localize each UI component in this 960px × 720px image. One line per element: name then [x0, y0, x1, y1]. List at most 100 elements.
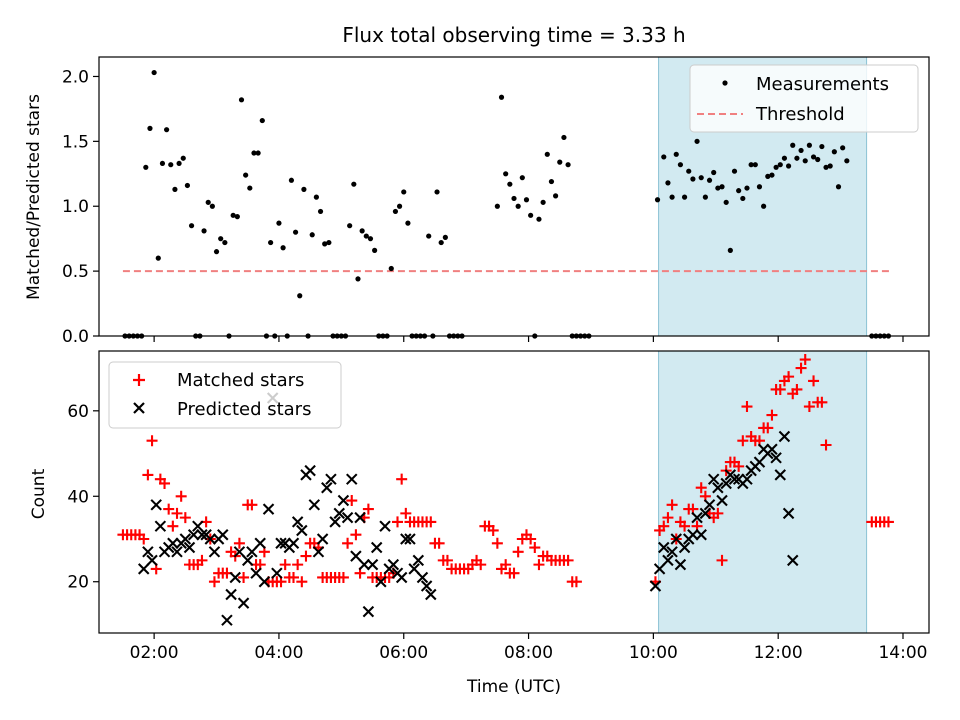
matched-star-point: [762, 422, 774, 434]
predicted-star-point: [291, 516, 304, 528]
measurement-point: [255, 150, 261, 156]
predicted-star-point: [375, 575, 387, 588]
measurement-point: [748, 162, 754, 168]
measurement-point: [511, 195, 517, 202]
matched-star-point: [658, 520, 670, 532]
predicted-star-point: [179, 533, 192, 545]
measurement-point: [715, 185, 721, 191]
matched-star-point: [346, 495, 358, 507]
matched-star-point: [529, 542, 541, 554]
measurement-point: [251, 150, 257, 156]
predicted-star-point: [167, 537, 179, 550]
predicted-star-point: [187, 528, 200, 541]
matched-star-point: [362, 503, 374, 515]
predicted-star-point: [354, 511, 366, 524]
predicted-star-point: [237, 597, 250, 609]
predicted-star-point: [653, 563, 666, 575]
predicted-star-point: [670, 533, 682, 545]
predicted-star-point: [337, 494, 350, 507]
measurement-point: [159, 160, 166, 167]
matched-star-point: [525, 533, 537, 545]
measurement-point: [351, 181, 357, 187]
predicted-star-point: [208, 546, 221, 558]
measurement-point: [536, 216, 542, 222]
measurement-point: [744, 185, 750, 191]
bottom-x-axis-ticks: 02:00 04:00 06:00 08:00 10:00 12:00 14:00: [130, 633, 927, 663]
measurement-point: [661, 154, 667, 160]
predicted-star-point: [150, 499, 162, 511]
predicted-star-point: [254, 537, 266, 550]
measurement-point: [355, 276, 361, 282]
matched-star-point: [292, 559, 304, 571]
matched-star-point: [508, 567, 520, 579]
matched-star-point: [882, 516, 894, 528]
predicted-star-point: [699, 507, 712, 520]
bottom-legend-box: [108, 361, 342, 429]
measurement-point: [434, 189, 440, 195]
measurement-point: [401, 189, 407, 195]
measurement-point: [494, 203, 500, 209]
predicted-star-point: [712, 481, 724, 494]
matched-star-point: [716, 554, 728, 566]
matched-star-point: [142, 469, 154, 481]
matched-star-point: [146, 435, 158, 447]
measurement-point: [727, 247, 733, 253]
x-tick-label: 06:00: [379, 643, 428, 663]
measurement-point: [147, 125, 153, 131]
y-tick-label: 0.0: [62, 327, 89, 347]
matched-star-point: [500, 559, 512, 571]
measurement-point: [243, 172, 249, 178]
matched-star-point: [487, 524, 499, 536]
predicted-star-point: [233, 546, 246, 558]
measurement-point: [723, 199, 729, 205]
predicted-star-point: [241, 554, 254, 567]
top-legend-box: [689, 64, 919, 133]
predicted-star-point: [420, 580, 433, 592]
measurement-point: [681, 194, 688, 200]
measurement-point: [309, 232, 315, 238]
predicted-star-point: [741, 473, 753, 485]
bottom-plot-frame: [98, 350, 930, 634]
measurement-point: [396, 203, 403, 209]
measurement-point: [388, 265, 394, 272]
matched-star-point: [246, 499, 258, 511]
matched-star-point: [171, 507, 183, 519]
measurement-point: [438, 239, 444, 246]
measurement-point: [180, 155, 186, 161]
measurement-point: [151, 69, 157, 76]
measurement-point: [259, 117, 265, 124]
predicted-star-point: [258, 575, 271, 588]
predicted-star-point: [183, 541, 196, 554]
measurement-point: [288, 177, 295, 183]
predicted-star-point: [687, 528, 699, 541]
matched-star-point: [666, 499, 678, 511]
matched-star-point: [766, 409, 778, 421]
measurement-point: [565, 162, 571, 168]
predicted-star-point: [312, 546, 325, 558]
predicted-star-point: [400, 533, 412, 545]
measurement-point: [785, 163, 792, 169]
matched-star-point: [337, 571, 349, 583]
measurement-point: [313, 194, 319, 200]
x-tick-label: 08:00: [504, 643, 553, 663]
predicted-star-point: [204, 533, 217, 545]
measurement-point: [719, 184, 725, 190]
predicted-star-point: [250, 567, 262, 579]
predicted-star-point: [678, 541, 691, 554]
legend-measurements-marker: [722, 80, 728, 86]
matched-star-point: [816, 396, 828, 408]
predicted-star-point: [770, 452, 782, 464]
matched-star-point: [179, 512, 191, 524]
measurement-point: [405, 220, 411, 226]
measurement-point: [669, 194, 675, 200]
predicted-star-point: [387, 558, 400, 571]
measurement-point: [230, 212, 236, 218]
matched-star-point: [425, 516, 437, 528]
predicted-star-point: [416, 571, 429, 584]
measurement-point: [168, 162, 174, 168]
measurement-point: [528, 212, 534, 218]
measurement-point: [176, 160, 182, 167]
predicted-star-point: [408, 563, 420, 575]
matched-star-point: [783, 371, 795, 383]
predicted-star-point: [787, 554, 799, 567]
